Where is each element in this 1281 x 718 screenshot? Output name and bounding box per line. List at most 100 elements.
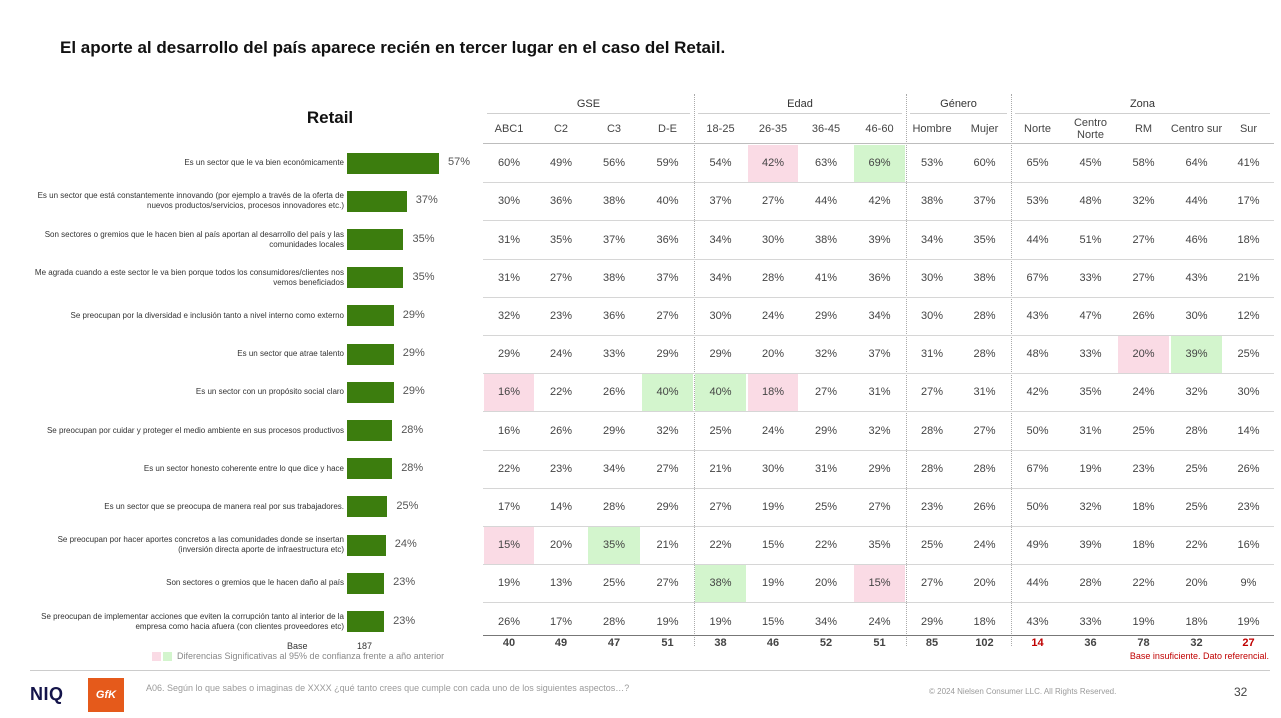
table-cell: 30%	[1185, 309, 1208, 322]
table-cell: 32%	[656, 424, 679, 437]
table-cell: 31%	[920, 348, 944, 361]
table-cell: 36%	[656, 233, 679, 246]
row-divider	[483, 526, 1274, 527]
base-count: 49	[554, 637, 568, 649]
table-cell: 32%	[868, 424, 891, 437]
table-cell: 15%	[761, 615, 785, 628]
table-cell: 19%	[1079, 462, 1102, 475]
bar-value-label: 29%	[402, 385, 425, 398]
table-cell: 46%	[1185, 233, 1208, 246]
table-cell: 39%	[1079, 539, 1102, 552]
column-header: 36-45	[811, 123, 841, 135]
table-cell: 19%	[709, 615, 732, 628]
table-cell: 33%	[1079, 271, 1102, 284]
column-header: ABC1	[494, 123, 524, 135]
category-label: Son sectores o gremios que le hacen bien…	[44, 229, 344, 249]
table-cell: 19%	[761, 577, 785, 590]
category-label: Es un sector que atrae talento	[237, 349, 344, 359]
column-header: 26-35	[758, 123, 788, 135]
table-cell: 48%	[1079, 195, 1102, 208]
table-cell: 37%	[602, 233, 626, 246]
table-cell: 43%	[1185, 271, 1208, 284]
table-cell: 30%	[920, 309, 944, 322]
table-cell: 24%	[761, 309, 785, 322]
base-count: 52	[819, 637, 833, 649]
header-divider	[483, 143, 1274, 144]
bar	[347, 305, 394, 327]
category-label: Se preocupan por cuidar y proteger el me…	[46, 425, 344, 435]
footer-divider	[30, 670, 1270, 671]
bar	[347, 229, 404, 250]
table-cell: 56%	[602, 157, 626, 170]
table-cell: 18%	[1185, 615, 1208, 628]
table-cell: 37%	[973, 195, 996, 208]
table-cell: 48%	[1026, 348, 1049, 361]
table-cell: 67%	[1026, 271, 1049, 284]
table-cell: 21%	[709, 462, 732, 475]
column-header: Mujer	[970, 123, 999, 135]
table-cell: 27%	[920, 386, 944, 399]
row-divider	[483, 296, 1274, 298]
row-divider	[483, 411, 1274, 413]
table-cell: 51%	[1079, 233, 1102, 246]
table-cell: 30%	[1237, 386, 1260, 399]
category-label: Me agrada cuando a este sector le va bie…	[34, 267, 344, 287]
table-cell: 19%	[761, 500, 785, 513]
table-cell: 15%	[761, 539, 785, 552]
table-cell: 26%	[602, 386, 626, 399]
table-cell: 27%	[920, 577, 944, 590]
table-cell: 20%	[761, 348, 785, 361]
table-cell: 21%	[1237, 271, 1260, 284]
group-underline	[698, 113, 902, 114]
table-cell: 27%	[868, 500, 891, 513]
base-count: 46	[766, 637, 780, 649]
table-cell: 20%	[1118, 335, 1169, 373]
table-cell: 53%	[1026, 195, 1049, 208]
table-cell: 58%	[1132, 157, 1155, 170]
table-cell: 38%	[602, 195, 626, 208]
table-cell: 18%	[1132, 539, 1155, 552]
table-cell: 65%	[1026, 157, 1049, 170]
table-cell: 42%	[1026, 386, 1049, 399]
bar-value-label: 29%	[402, 308, 425, 321]
base-count: 36	[1084, 637, 1097, 649]
table-cell: 36%	[868, 271, 891, 284]
base-divider	[483, 635, 1274, 636]
bar	[347, 420, 393, 441]
table-cell: 26%	[1237, 462, 1260, 475]
table-cell: 45%	[1079, 157, 1102, 170]
bar-value-label: 25%	[396, 499, 419, 512]
table-cell: 17%	[1237, 195, 1260, 208]
bar	[347, 611, 385, 632]
group-separator	[694, 94, 695, 646]
table-cell: 30%	[709, 309, 732, 322]
table-cell: 23%	[920, 500, 944, 513]
table-cell: 29%	[709, 348, 732, 361]
base-count: 51	[661, 637, 674, 649]
table-cell: 44%	[1185, 195, 1208, 208]
table-cell: 33%	[1079, 348, 1102, 361]
table-cell: 28%	[973, 462, 996, 475]
table-cell: 64%	[1185, 157, 1208, 170]
table-cell: 17%	[497, 500, 521, 513]
row-divider	[483, 220, 1274, 222]
table-cell: 28%	[602, 615, 626, 628]
table-cell: 27%	[709, 500, 732, 513]
table-cell: 37%	[709, 195, 732, 208]
row-divider	[483, 373, 1274, 375]
table-cell: 27%	[1132, 233, 1155, 246]
bar-value-label: 23%	[393, 576, 416, 589]
column-header: Norte	[1024, 123, 1051, 135]
table-cell: 38%	[814, 233, 838, 246]
table-cell: 49%	[549, 157, 573, 170]
table-cell: 28%	[920, 424, 944, 437]
table-cell: 29%	[656, 348, 679, 361]
category-label: Es un sector honesto coherente entre lo …	[143, 463, 344, 473]
bar-value-label: 28%	[401, 423, 424, 436]
table-cell: 31%	[497, 271, 521, 284]
legend: Diferencias Significativas al 95% de con…	[152, 651, 444, 661]
column-header: Centro sur	[1170, 123, 1223, 135]
legend-text: Diferencias Significativas al 95% de con…	[177, 651, 445, 661]
table-cell: 29%	[656, 500, 679, 513]
column-header: Centro Norte	[1073, 117, 1108, 141]
